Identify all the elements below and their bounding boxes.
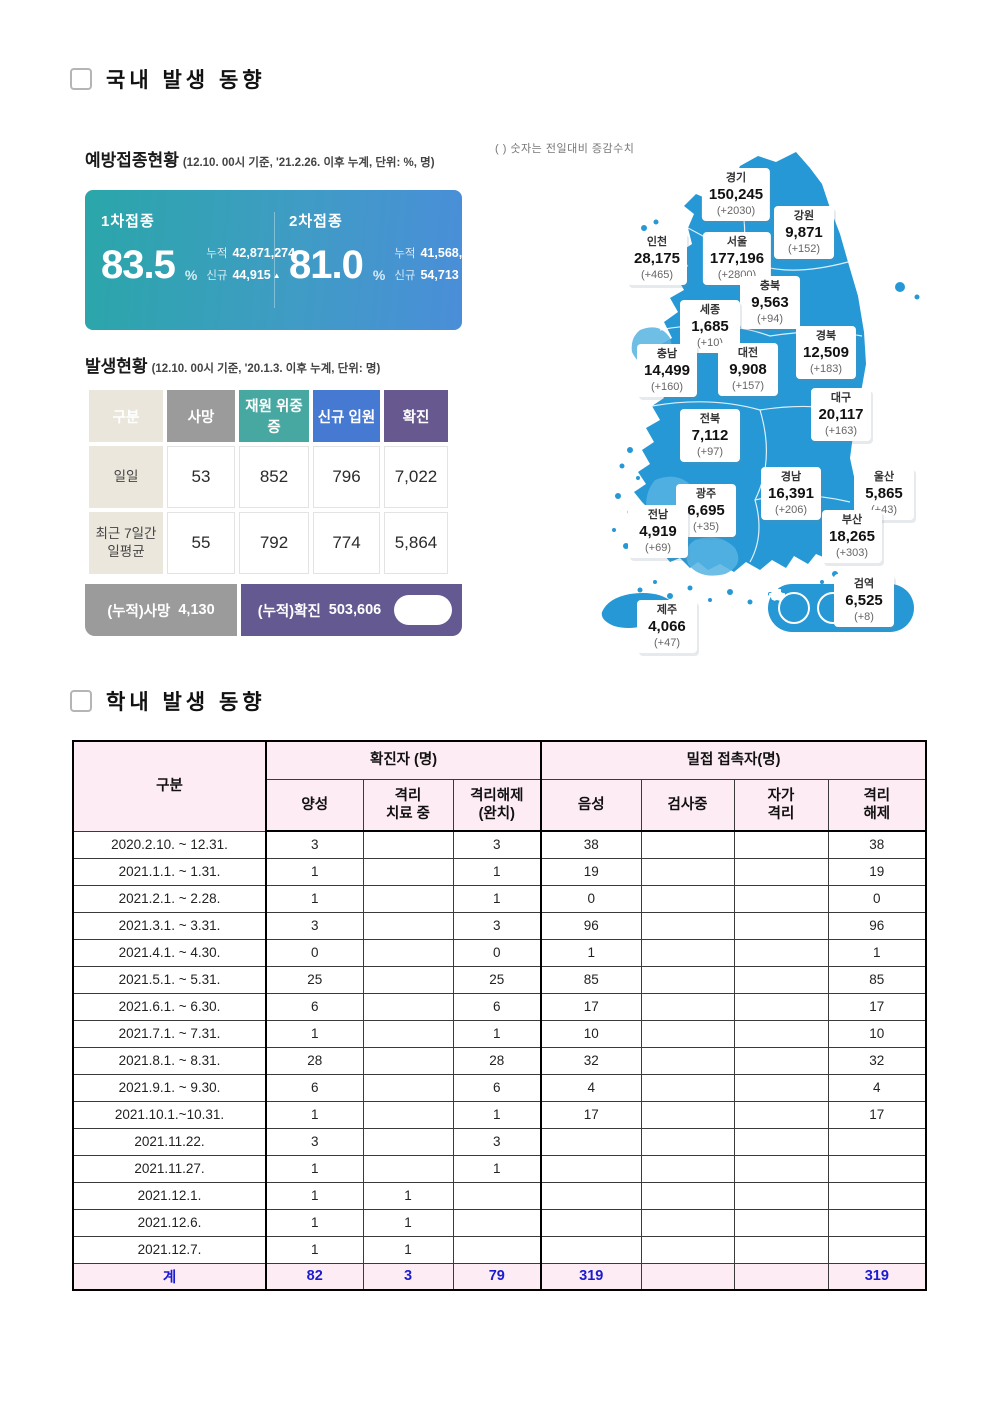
dose2-percent-sign: % (372, 267, 386, 284)
checkbox-icon[interactable] (70, 690, 92, 712)
map-region-label: 제주 4,066 (+47) (637, 600, 697, 653)
col-quarantine-released: 격리 해제 (827, 778, 927, 832)
col-released: 격리해제 (완치) (452, 778, 542, 832)
table-row: 2021.1.1. ~ 1.31. 1 1 19 19 (72, 857, 927, 886)
map-region-label: 전남 4,919 (+69) (628, 505, 688, 558)
table-row: 2021.7.1. ~ 7.31. 1 1 10 10 (72, 1019, 927, 1048)
table-row: 2021.4.1. ~ 4.30. 0 0 1 1 (72, 938, 927, 967)
table-row: 2021.8.1. ~ 8.31. 28 28 32 32 (72, 1046, 927, 1075)
map-region-label: 광주 6,695 (+35) (676, 484, 736, 537)
section-title-school: 학내 발생 동향 (70, 686, 266, 716)
map-region-label: 인천 28,175 (+465) (627, 232, 687, 285)
table-row: 2021.12.6. 1 1 (72, 1208, 927, 1237)
outbreak-heading: 발생현황 (12.10. 00시 기준, '20.1.3. 이후 누계, 단위: … (85, 352, 380, 377)
outbreak-table: 구분 사망 재원 위중증 신규 입원 확진 일일 53 852 796 7,02… (85, 386, 452, 578)
dose2-stats: 누적 41,568,595 신규 54,713 ▲ (394, 246, 484, 282)
outbreak-footer: (누적)사망 4,130 (누적)확진 503,606 (85, 584, 462, 636)
dose1-stats: 누적 42,871,274 신규 44,915 ▲ (206, 246, 296, 282)
table-row: 2021.5.1. ~ 5.31. 25 25 85 85 (72, 965, 927, 994)
map-region-label: 충남 14,499 (+160) (637, 344, 697, 397)
map-note: ( ) 숫자는 전일대비 증감수치 (495, 143, 635, 155)
dose1-label: 1차접종 (101, 213, 155, 230)
table-row: 최근 7일간 일평균 55 792 774 5,864 (89, 512, 448, 574)
map-region-label: 충북 9,563 (+94) (740, 276, 800, 329)
dose1-percent: 83.5 (101, 242, 176, 287)
outbreak-subtitle: (12.10. 00시 기준, '20.1.3. 이후 누계, 단위: 명) (151, 363, 381, 375)
section-title-domestic: 국내 발생 동향 (70, 64, 266, 94)
table-row: 2021.2.1. ~ 2.28. 1 1 0 0 (72, 884, 927, 913)
table-row: 2021.11.27. 1 1 (72, 1154, 927, 1183)
table-row: 일일 53 852 796 7,022 (89, 446, 448, 508)
school-outbreak-table: 구분 확진자 (명) 밀접 접촉자(명) 양성 격리 치료 중 격리해제 (완치… (72, 740, 928, 1291)
section-title-text: 국내 발생 동향 (106, 69, 266, 92)
up-arrow-icon: ▲ (460, 270, 469, 280)
dose1-block: 1차접종 83.5% 누적 42,871,274 신규 44,915 ▲ (101, 210, 295, 287)
col-admitted: 신규 입원 (313, 390, 380, 442)
korea-map: 경기 150,245 (+2030) 강원 9,871 (+152) 인천 28,175(… (600, 150, 980, 680)
table-total-row: 계 82 3 79 319 319 (72, 1262, 927, 1291)
blank-pill (394, 595, 452, 625)
map-region-label: 전북 7,112 (+97) (680, 409, 740, 462)
col-testing: 검사중 (640, 778, 735, 832)
cumulative-confirmed: (누적)확진 503,606 (241, 584, 462, 636)
col-in-treatment: 격리 치료 중 (362, 778, 454, 832)
col-gubun: 구분 (89, 390, 163, 442)
map-region-label: 부산 18,265 (+303) (822, 510, 882, 563)
col-self-quarantine: 자가 격리 (733, 778, 829, 832)
checkbox-icon[interactable] (70, 68, 92, 90)
section-title-text: 학내 발생 동향 (106, 691, 266, 714)
table-row: 2021.12.7. 1 1 (72, 1235, 927, 1264)
dose2-percent: 81.0 (289, 242, 364, 287)
header-row-subcols: 양성 격리 치료 중 격리해제 (완치) 음성 검사중 자가 격리 격리 해제 (73, 778, 927, 832)
map-region-label: 대구 20,117 (+163) (811, 388, 871, 441)
col-gubun: 구분 (72, 740, 267, 832)
header-row-groups: 구분 확진자 (명) 밀접 접촉자(명) (72, 740, 927, 832)
table-row: 2021.9.1. ~ 9.30. 6 6 4 4 (72, 1073, 927, 1102)
outbreak-header-row: 구분 사망 재원 위중증 신규 입원 확진 (89, 390, 448, 442)
cumulative-death: (누적)사망 4,130 (85, 584, 237, 636)
col-positive: 양성 (265, 778, 364, 832)
dose-divider (274, 212, 275, 308)
up-arrow-icon: ▲ (272, 270, 281, 280)
map-region-label: 대전 9,908 (+157) (718, 343, 778, 396)
table-row: 2020.2.10. ~ 12.31. 3 3 38 38 (72, 830, 927, 859)
table-row: 2021.12.1. 1 1 (72, 1181, 927, 1210)
vaccination-heading: 예방접종현황 (12.10. 00시 기준, '21.2.26. 이후 누계, 단… (85, 146, 435, 171)
map-region-label: 경기 150,245 (+2030) (701, 168, 771, 221)
map-region-label: 경북 12,509 (+183) (796, 326, 856, 379)
table-row: 2021.11.22. 3 3 (72, 1127, 927, 1156)
map-region-label: 경남 16,391 (+206) (761, 467, 821, 520)
group-confirmed: 확진자 (명) (264, 740, 542, 780)
table-row: 2021.10.1.~10.31. 1 1 17 17 (72, 1100, 927, 1129)
vaccination-subtitle: (12.10. 00시 기준, '21.2.26. 이후 누계, 단위: %, … (182, 157, 435, 169)
dose2-block: 2차접종 81.0% 누적 41,568,595 신규 54,713 ▲ (289, 210, 483, 287)
group-contacts: 밀접 접촉자(명) (540, 740, 927, 780)
dose1-percent-sign: % (184, 267, 198, 284)
vaccination-title: 예방접종현황 (85, 151, 179, 170)
outbreak-title: 발생현황 (85, 357, 148, 376)
dose2-label: 2차접종 (289, 213, 343, 230)
col-severe: 재원 위중증 (239, 390, 309, 442)
map-region-label: 검역 6,525 (+8) (834, 574, 894, 627)
vaccination-panel: 1차접종 83.5% 누적 42,871,274 신규 44,915 ▲ 2차접종 8… (85, 190, 483, 330)
table-row: 2021.3.1. ~ 3.31. 3 3 96 96 (72, 911, 927, 940)
col-death: 사망 (167, 390, 235, 442)
table-row: 2021.6.1. ~ 6.30. 6 6 17 17 (72, 992, 927, 1021)
col-negative: 음성 (540, 778, 642, 832)
map-region-label: 강원 9,871 (+152) (774, 206, 834, 259)
col-confirmed: 확진 (384, 390, 448, 442)
